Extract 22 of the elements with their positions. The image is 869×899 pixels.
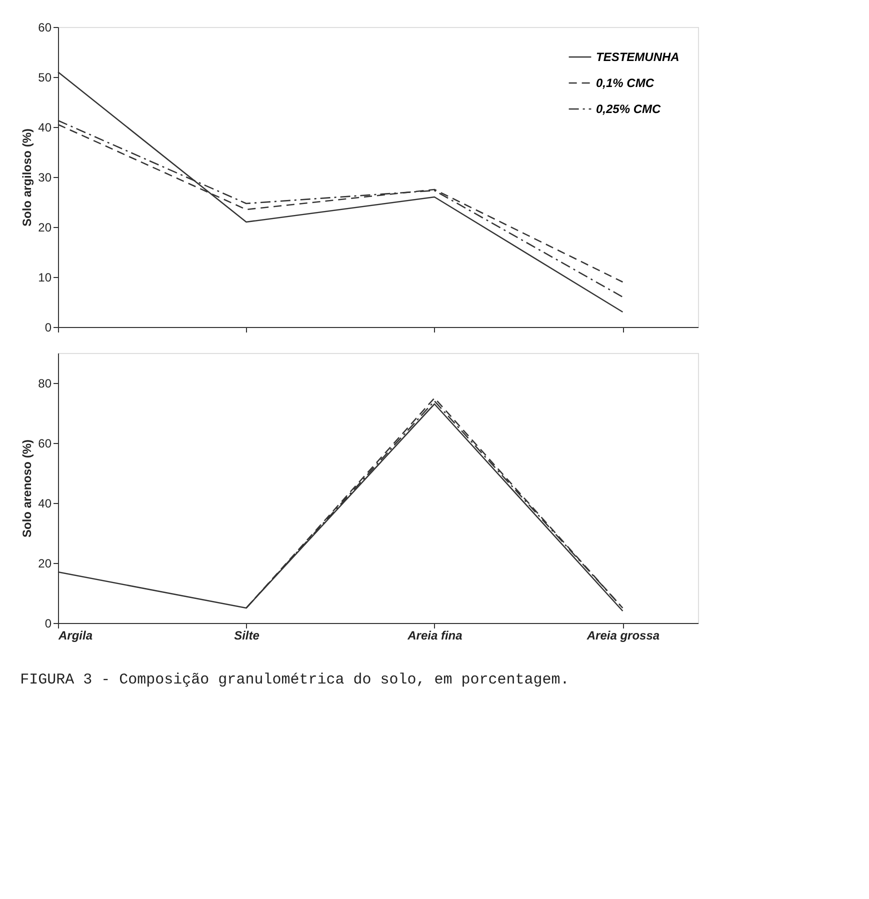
y-tick-label: 40 [38,496,52,510]
y-tick-label: 50 [38,70,52,84]
legend-label: TESTEMUNHA [596,50,680,64]
x-tick-label: Silte [234,628,260,642]
legend-label: 0,25% CMC [596,102,662,116]
legend-label: 0,1% CMC [596,76,654,90]
y-tick-label: 20 [38,220,52,234]
y-axis-title: Solo argiloso (%) [20,128,34,227]
text: FIGURA 3 - Composição granulométrica do solo, em porcentagem. [20,672,570,688]
x-tick-label: Areia fina [406,628,463,642]
x-tick-label: Areia grossa [586,628,660,642]
y-tick-label: 0 [44,320,52,334]
y-tick-label: 10 [38,270,52,284]
y-tick-label: 60 [38,20,52,34]
y-tick-label: 80 [38,376,52,390]
x-tick-label: Argila [58,628,93,642]
y-tick-label: 20 [38,556,52,570]
y-tick-label: 30 [38,170,52,184]
y-tick-label: 60 [38,436,52,450]
y-axis-title: Solo arenoso (%) [20,439,34,538]
y-tick-label: 0 [44,616,52,630]
y-tick-label: 40 [38,120,52,134]
